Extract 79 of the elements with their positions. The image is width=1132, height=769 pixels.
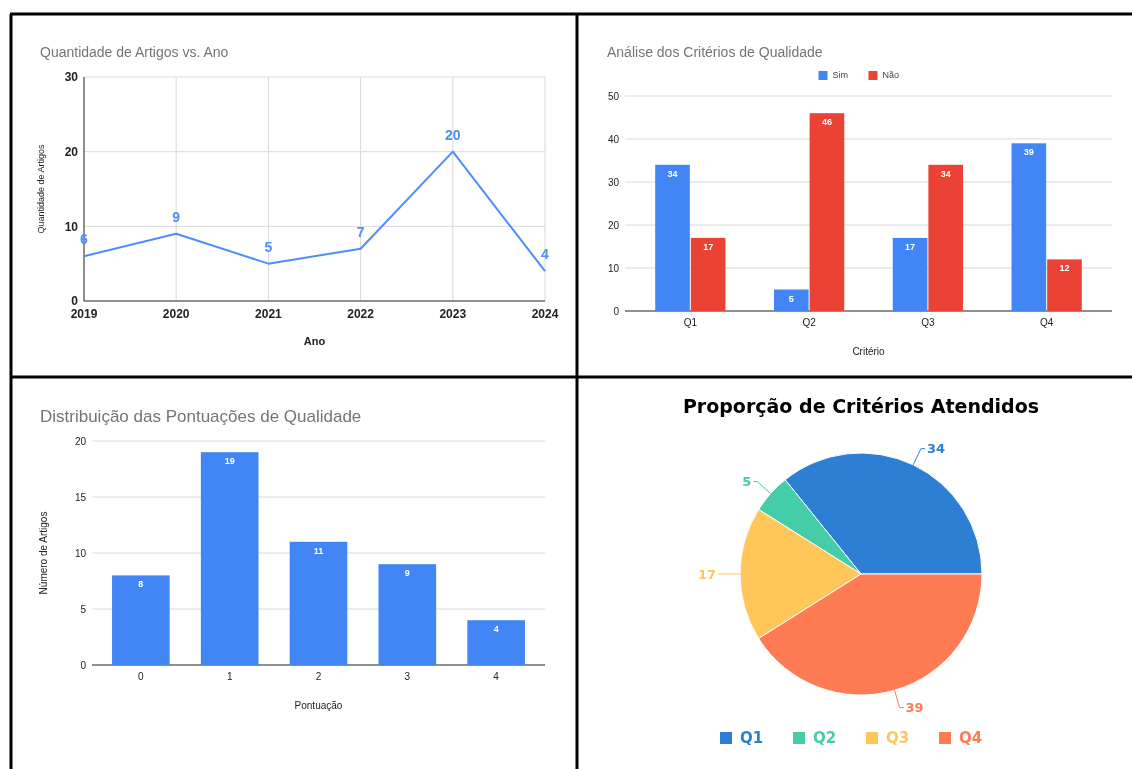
bar	[690, 237, 726, 311]
x-tick-label: 4	[493, 671, 500, 682]
data-label: 17	[905, 241, 916, 252]
chart-title: Distribuição das Pontuações de Qualidade	[40, 407, 362, 426]
y-tick-label: 10	[74, 547, 87, 559]
x-axis-title: Critério	[852, 346, 886, 357]
bar	[1011, 143, 1047, 311]
data-label: 4	[541, 246, 550, 263]
bar	[467, 620, 525, 665]
y-tick-label: 0	[71, 294, 79, 309]
bar	[378, 564, 437, 665]
y-axis-title: Número de Artigos	[38, 511, 49, 595]
y-tick-label: 30	[607, 176, 620, 188]
x-tick-label: Q4	[1040, 317, 1054, 328]
y-tick-label: 40	[607, 133, 620, 145]
data-label: 9	[404, 568, 410, 579]
data-label: 34	[927, 441, 946, 457]
y-tick-label: 10	[64, 219, 79, 234]
data-label: 19	[224, 456, 235, 467]
bar	[773, 289, 809, 311]
bar	[892, 237, 928, 311]
y-tick-label: 10	[607, 262, 620, 274]
x-tick-label: Q3	[921, 317, 935, 328]
x-tick-label: Q1	[683, 317, 698, 328]
data-label: 9	[172, 208, 181, 225]
legend-label: Q3	[886, 729, 910, 748]
x-tick-label: 2020	[162, 307, 190, 321]
bar	[655, 164, 690, 311]
y-axis-title: Quantidade de Artigos	[36, 143, 46, 234]
legend-label: Não	[882, 70, 900, 81]
chart-title: Proporção de Critérios Atendidos	[682, 395, 1040, 417]
data-label: 7	[356, 223, 365, 240]
bar	[928, 164, 964, 311]
bar	[1047, 259, 1082, 311]
x-tick-label: 3	[404, 671, 411, 682]
legend-label: Q2	[813, 729, 837, 748]
bar	[809, 113, 845, 311]
data-label: 8	[138, 579, 144, 590]
x-tick-label: 2021	[255, 307, 283, 321]
x-axis-title: Ano	[303, 335, 326, 347]
x-tick-label: 2019	[70, 307, 98, 321]
chart-title: Quantidade de Artigos vs. Ano	[40, 44, 229, 60]
chart-title: Análise dos Critérios de Qualidade	[607, 44, 823, 60]
data-label: 34	[940, 168, 951, 179]
data-label: 4	[493, 624, 499, 635]
y-tick-label: 5	[80, 603, 87, 615]
x-tick-label: 2024	[531, 307, 559, 321]
x-tick-label: 2022	[347, 307, 375, 321]
y-tick-label: 15	[74, 491, 87, 503]
data-label: 5	[264, 238, 273, 255]
data-label: 11	[313, 545, 324, 556]
data-label: 46	[821, 117, 832, 128]
data-label: 20	[445, 126, 461, 143]
x-tick-label: 2	[315, 671, 322, 682]
x-tick-label: 1	[226, 671, 233, 682]
data-label: 39	[905, 700, 924, 716]
y-tick-label: 30	[64, 70, 79, 85]
y-tick-label: 20	[607, 219, 620, 231]
data-label: 34	[667, 168, 678, 179]
data-label: 17	[697, 566, 716, 582]
bar	[200, 452, 259, 665]
data-label: 17	[703, 241, 714, 252]
y-tick-label: 0	[80, 659, 87, 671]
legend-label: Sim	[832, 70, 848, 81]
x-tick-label: Q2	[802, 317, 817, 328]
legend-label: Q4	[959, 729, 983, 748]
x-axis-title: Pontuação	[294, 700, 343, 711]
x-tick-label: 2023	[439, 307, 467, 321]
y-tick-label: 50	[607, 90, 620, 102]
data-label: 12	[1059, 263, 1070, 274]
bar	[289, 541, 348, 665]
y-tick-label: 20	[64, 144, 79, 159]
data-label: 39	[1023, 147, 1034, 158]
data-label: 5	[742, 474, 752, 490]
bar	[112, 575, 170, 665]
legend-label: Q1	[740, 729, 764, 748]
y-tick-label: 20	[74, 435, 87, 447]
data-label: 5	[788, 293, 794, 304]
x-tick-label: 0	[138, 671, 145, 682]
